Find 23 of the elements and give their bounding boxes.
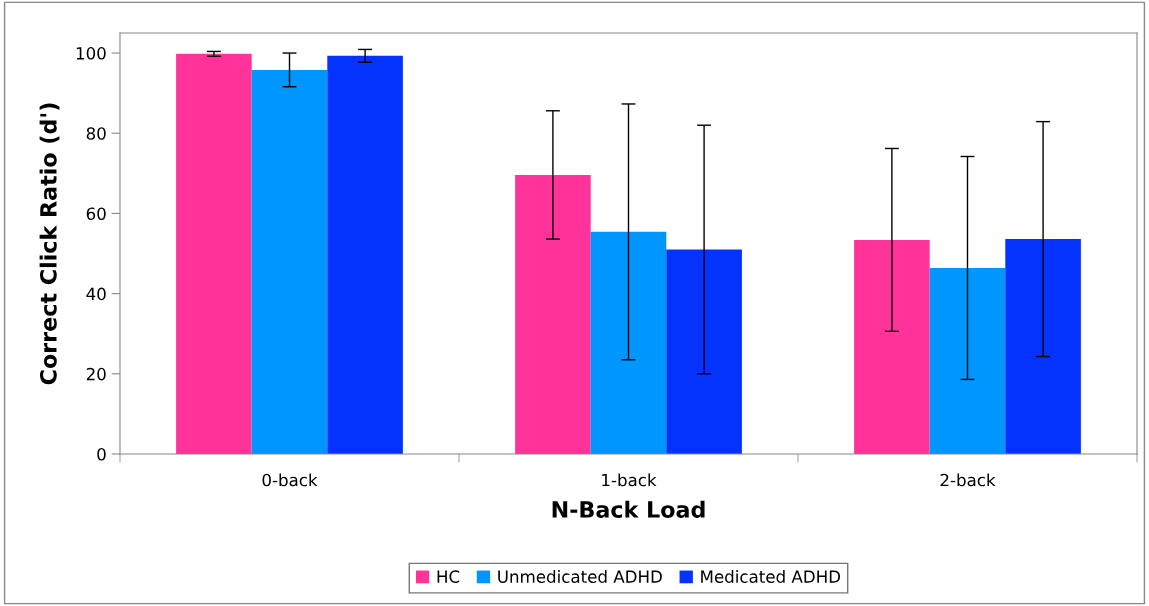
x-axis-title: N-Back Load <box>552 500 705 518</box>
bar <box>590 231 667 454</box>
x-tick-label: 0-back <box>262 473 318 487</box>
y-tick-label: 100 <box>76 47 106 60</box>
bar <box>666 249 742 454</box>
y-tick-label: 20 <box>86 367 106 381</box>
x-tick-label: 1-back <box>602 473 657 487</box>
legend-label: HC <box>437 570 460 583</box>
bar <box>176 53 252 454</box>
bar <box>251 69 328 454</box>
bar <box>854 239 930 454</box>
legend-label: Unmedicated ADHD <box>498 570 662 583</box>
x-tick-label: 2-back <box>940 473 996 487</box>
y-tick-label: 0 <box>97 447 106 461</box>
legend-label: Medicated ADHD <box>701 570 841 583</box>
bar <box>515 174 591 454</box>
bar <box>1005 239 1081 454</box>
y-tick-label: 40 <box>86 287 106 301</box>
bar <box>327 55 403 454</box>
y-tick-label: 80 <box>86 127 106 140</box>
y-tick-label: 60 <box>86 207 106 220</box>
y-axis-title: Correct Click Ratio (d') <box>39 103 60 385</box>
bar <box>929 267 1006 454</box>
